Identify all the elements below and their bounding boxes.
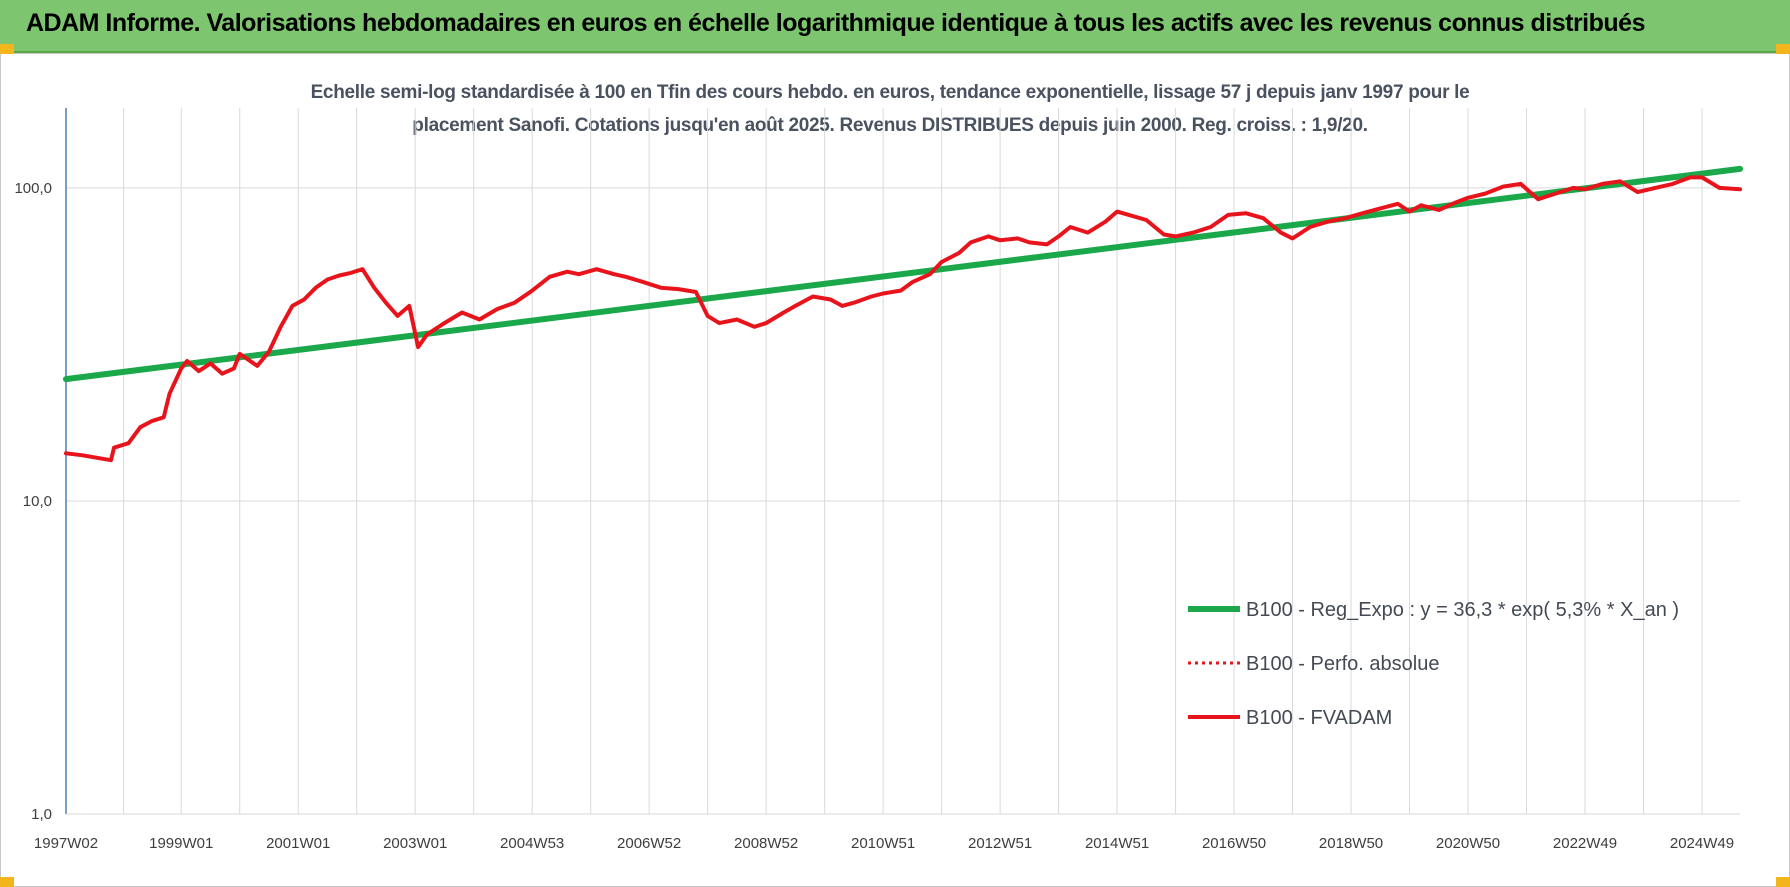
x-tick-label-12: 2020W50 [1436, 835, 1500, 852]
x-tick-label-10: 2016W50 [1202, 835, 1266, 852]
legend-label-2: B100 - FVADAM [1246, 707, 1392, 729]
x-tick-label-2: 2001W01 [266, 835, 330, 852]
series-line-0 [63, 165, 1743, 383]
header-banner: ADAM Informe. Valorisations hebdomadaire… [0, 0, 1790, 53]
series-line-2 [64, 175, 1742, 463]
corner-marker-top-left [0, 44, 14, 54]
x-tick-label-11: 2018W50 [1319, 835, 1383, 852]
y-tick-label-2: 100,0 [14, 180, 52, 197]
axes [65, 108, 1740, 815]
x-tick-label-1: 1999W01 [149, 835, 213, 852]
legend-label-0: B100 - Reg_Expo : y = 36,3 * exp( 5,3% *… [1246, 599, 1679, 621]
chart-title-line-2: placement Sanofi. Cotations jusqu'en aoû… [412, 115, 1368, 136]
corner-marker-bottom-left [0, 877, 14, 887]
x-tick-label-14: 2024W49 [1670, 835, 1734, 852]
x-tick-label-9: 2014W51 [1085, 835, 1149, 852]
chart-title-line-1: Echelle semi-log standardisée à 100 en T… [310, 82, 1470, 103]
legend: B100 - Reg_Expo : y = 36,3 * exp( 5,3% *… [1188, 599, 1679, 729]
grid [66, 108, 1740, 815]
x-tick-label-6: 2008W52 [734, 835, 798, 852]
chart-title: Echelle semi-log standardisée à 100 en T… [240, 76, 1540, 142]
y-tick-label-1: 10,0 [23, 493, 52, 510]
y-tick-label-0: 1,0 [31, 806, 52, 823]
x-tick-label-0: 1997W02 [34, 835, 98, 852]
series-layer [63, 165, 1743, 463]
tick-labels: 1,0 10,0 100,0 1997W02 1999W01 2001W01 2003W01… [14, 180, 1734, 852]
x-tick-label-8: 2012W51 [968, 835, 1032, 852]
x-tick-label-5: 2006W52 [617, 835, 681, 852]
corner-marker-top-right [1776, 44, 1790, 54]
corner-marker-bottom-right [1776, 877, 1790, 887]
x-tick-label-3: 2003W01 [383, 835, 447, 852]
legend-label-1: B100 - Perfo. absolue [1246, 653, 1439, 675]
x-tick-label-13: 2022W49 [1553, 835, 1617, 852]
x-tick-label-4: 2004W53 [500, 835, 564, 852]
page-title: ADAM Informe. Valorisations hebdomadaire… [26, 9, 1645, 37]
x-tick-label-7: 2010W51 [851, 835, 915, 852]
